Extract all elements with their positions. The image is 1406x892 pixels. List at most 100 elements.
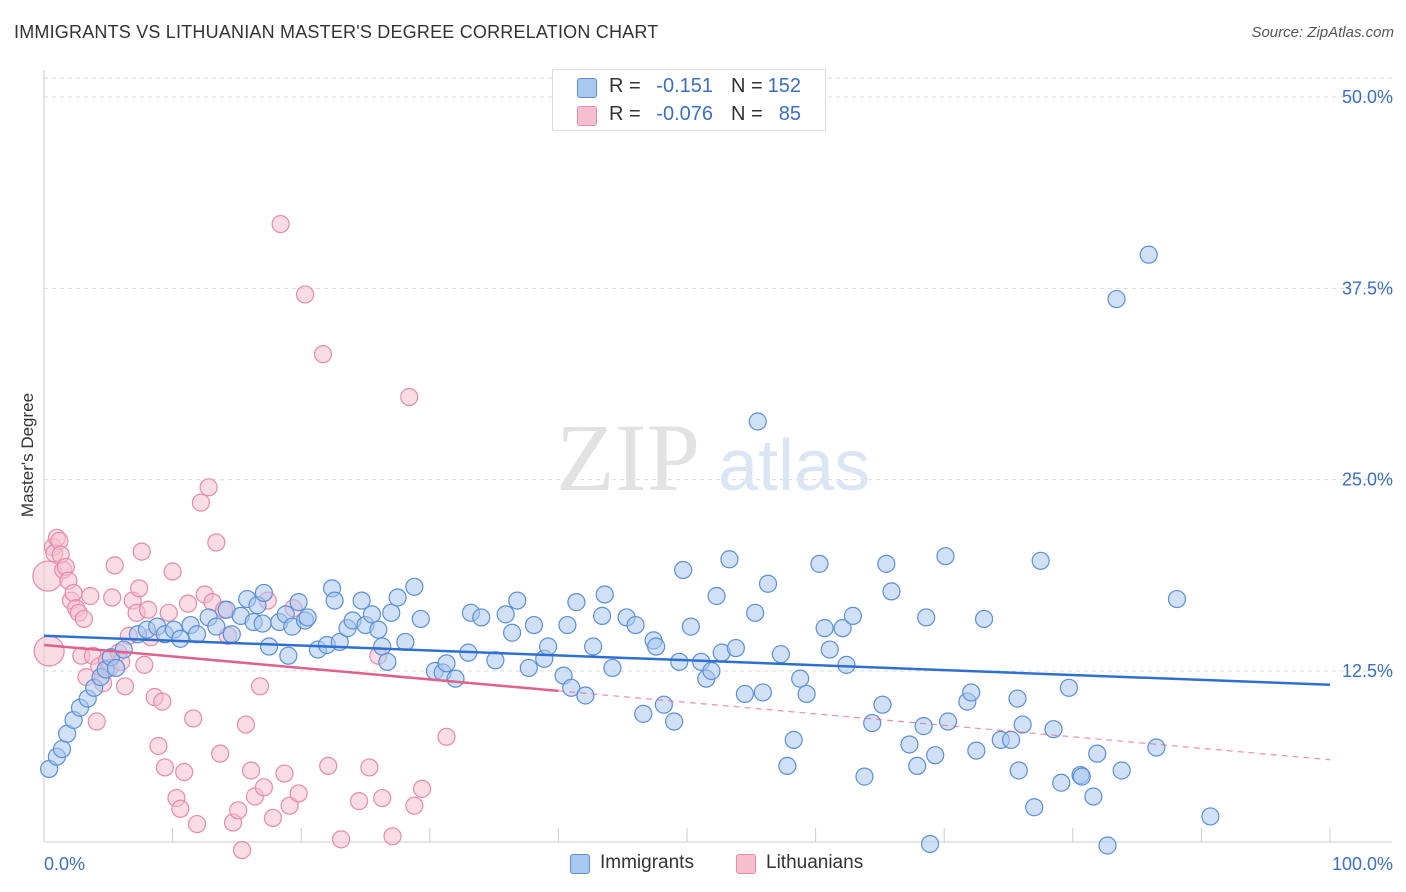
immigrants-point xyxy=(920,834,940,854)
immigrants-point xyxy=(791,669,810,688)
immigrants-point xyxy=(735,684,754,704)
immigrants-point xyxy=(707,586,726,606)
lithuanians-point xyxy=(87,712,106,731)
immigrants-point xyxy=(1107,289,1126,309)
lithuanians-point xyxy=(105,556,124,575)
immigrants-point xyxy=(855,767,874,786)
lithuanians-point xyxy=(241,761,261,780)
immigrants-point xyxy=(1025,798,1044,817)
immigrants-point xyxy=(1147,738,1166,757)
lithuanians-point xyxy=(271,214,290,234)
immigrants-point xyxy=(298,608,317,627)
immigrants-point xyxy=(496,605,515,624)
lithuanians-point xyxy=(295,285,315,304)
immigrants-point xyxy=(362,605,382,624)
lithuanians-r-value: -0.076 xyxy=(656,103,713,125)
immigrants-point xyxy=(936,547,955,566)
immigrants-point xyxy=(1084,787,1103,806)
immigrants-point xyxy=(352,591,371,610)
immigrants-point xyxy=(567,593,586,612)
immigrants-point xyxy=(1072,767,1091,786)
immigrants-point xyxy=(863,713,882,733)
lithuanians-point xyxy=(349,792,369,811)
lithuanians-point xyxy=(400,387,419,407)
immigrants-point xyxy=(634,704,653,723)
immigrants-point xyxy=(325,591,344,610)
x-tick-label: 0.0% xyxy=(44,854,85,874)
lithuanians-point xyxy=(178,594,198,613)
immigrants-point xyxy=(52,739,72,759)
immigrants-swatch xyxy=(570,854,590,874)
immigrants-point xyxy=(388,588,407,607)
legend-row-immigrants: R = -0.151 N = 152 xyxy=(553,72,825,102)
immigrants-r-value: -0.151 xyxy=(656,75,713,97)
lithuanians-point xyxy=(171,799,190,818)
lithuanians-point xyxy=(289,784,308,803)
lithuanians-point xyxy=(163,562,182,581)
immigrants-point xyxy=(626,615,645,635)
immigrants-point xyxy=(720,550,739,569)
lithuanians-point xyxy=(175,762,194,782)
lithuanians-points xyxy=(32,214,456,860)
immigrants-point xyxy=(702,661,721,681)
legend-row-lithuanians: R = -0.076 N = 85 xyxy=(553,100,825,130)
lithuanians-point xyxy=(132,542,151,561)
y-tick-label: 50.0% xyxy=(1342,87,1393,107)
lithuanians-point xyxy=(211,744,230,763)
immigrants-point xyxy=(746,603,765,622)
immigrants-point xyxy=(758,574,778,593)
lithuanians-point xyxy=(115,677,135,696)
immigrants-point xyxy=(877,554,896,573)
watermark-zip: ZIP xyxy=(556,404,700,511)
immigrants-point xyxy=(882,582,901,601)
immigrants-point xyxy=(654,695,673,714)
watermark-atlas: atlas xyxy=(718,426,870,506)
lithuanians-point xyxy=(236,715,256,734)
axes xyxy=(43,70,1392,843)
lithuanians-point xyxy=(373,788,392,808)
immigrants-point xyxy=(726,638,745,658)
tick-labels: 12.5% 25.0% 37.5% 50.0% 0.0% 100.0% xyxy=(44,87,1393,874)
immigrants-point xyxy=(603,658,622,678)
immigrants-point xyxy=(938,712,958,731)
lithuanians-trend-extension xyxy=(558,690,1331,761)
lithuanians-point xyxy=(81,586,100,606)
lithuanians-point xyxy=(313,345,333,364)
lithuanians-point xyxy=(155,758,174,777)
immigrants-point xyxy=(810,554,829,573)
immigrants-point xyxy=(1001,730,1021,749)
lithuanians-point xyxy=(331,830,351,849)
gridlines xyxy=(44,77,1392,672)
lithuanians-point xyxy=(187,814,207,834)
immigrants-legend-label: Immigrants xyxy=(600,852,694,873)
immigrants-point xyxy=(593,606,612,625)
immigrants-point xyxy=(748,412,767,431)
immigrants-point xyxy=(771,645,790,664)
immigrants-point xyxy=(508,591,527,610)
immigrants-swatch xyxy=(577,78,597,98)
lithuanians-point xyxy=(159,603,178,622)
immigrants-point xyxy=(1088,744,1107,763)
immigrants-point xyxy=(900,735,919,754)
y-tick-label: 37.5% xyxy=(1342,278,1393,298)
lithuanians-n-value: 85 xyxy=(778,103,801,125)
immigrants-point xyxy=(674,560,693,580)
lithuanians-point xyxy=(383,827,402,846)
immigrants-point xyxy=(1013,715,1032,734)
immigrants-point xyxy=(396,632,415,652)
lithuanians-point xyxy=(412,779,432,798)
immigrants-point xyxy=(595,585,614,604)
immigrants-point xyxy=(1052,773,1071,792)
immigrants-point xyxy=(833,619,852,638)
lithuanians-point xyxy=(184,709,203,728)
immigrants-point xyxy=(222,625,241,644)
immigrants-point xyxy=(405,577,424,596)
immigrants-point xyxy=(967,741,986,760)
lithuanians-point xyxy=(254,778,274,797)
immigrants-point xyxy=(207,617,226,636)
r-label: R = xyxy=(609,75,641,97)
lithuanians-point xyxy=(153,692,172,711)
immigrants-point xyxy=(1201,807,1220,826)
immigrants-point xyxy=(1059,678,1079,697)
immigrants-point xyxy=(908,756,927,776)
